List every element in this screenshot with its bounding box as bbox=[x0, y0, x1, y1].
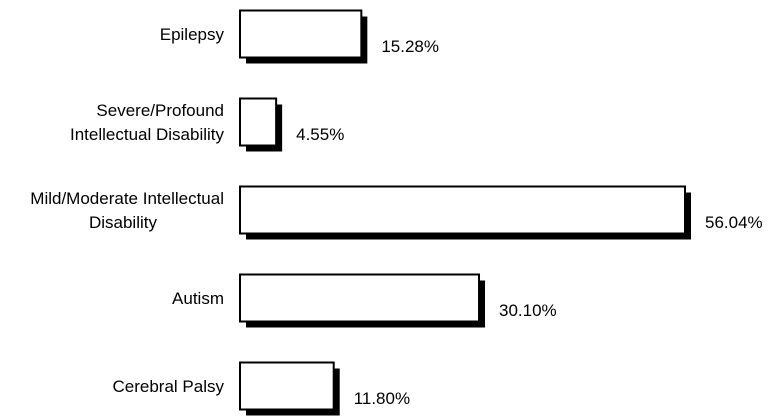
value-label: 15.28% bbox=[381, 37, 439, 56]
value-label: 56.04% bbox=[705, 213, 763, 232]
category-label: Intellectual Disability bbox=[70, 125, 225, 144]
bar bbox=[239, 273, 481, 323]
category-label: Disability bbox=[89, 213, 158, 232]
bar bbox=[239, 97, 278, 147]
bar bbox=[239, 185, 686, 235]
category-label: Epilepsy bbox=[160, 25, 225, 44]
bar bbox=[239, 361, 335, 411]
category-labels-group: Epilepsy Severe/Profound Intellectual Disa… bbox=[30, 25, 224, 396]
category-label: Cerebral Palsy bbox=[113, 377, 225, 396]
value-label: 4.55% bbox=[296, 125, 344, 144]
bars-group bbox=[239, 9, 691, 416]
category-label: Mild/Moderate Intellectual bbox=[30, 189, 224, 208]
bar bbox=[239, 9, 363, 59]
value-labels-group: 15.28% 4.55% 56.04% 30.10% 11.80% bbox=[296, 37, 763, 408]
value-label: 11.80% bbox=[354, 389, 410, 408]
value-label: 30.10% bbox=[499, 301, 557, 320]
category-label: Severe/Profound bbox=[96, 101, 224, 120]
category-label: Autism bbox=[172, 289, 224, 308]
